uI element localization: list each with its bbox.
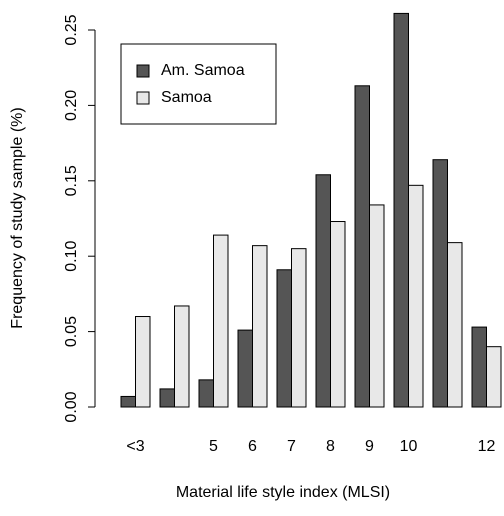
x-tick-label: 10 [400,438,418,455]
bar [120,395,136,408]
legend-swatch [136,91,150,105]
bar [252,245,268,408]
bar [291,248,307,408]
legend-label: Samoa [161,89,212,106]
y-axis-label: Frequency of study sample (%) [9,107,26,328]
bar [213,234,229,408]
bar [471,326,487,408]
bar [159,388,175,408]
x-tick-label: 8 [326,438,335,455]
y-tick-label: 0.15 [63,165,80,196]
x-tick-label: 6 [248,438,257,455]
legend-label: Am. Samoa [161,62,245,79]
bar [393,12,409,408]
y-tick-label: 0.05 [63,316,80,347]
bar [369,204,385,408]
x-tick-label: 7 [287,438,296,455]
bar [432,159,448,408]
bar [198,379,214,408]
bar [276,269,292,408]
legend-box [120,43,277,125]
x-tick-label: 9 [365,438,374,455]
bar [315,174,331,408]
bar [135,316,151,408]
bar [354,85,370,408]
legend-swatch [136,64,150,78]
x-axis-label: Material life style index (MLSI) [176,484,390,501]
bar [447,242,463,408]
y-tick-label: 0.00 [63,391,80,422]
bar [237,329,253,408]
x-tick-label: 12 [478,438,496,455]
bar [486,346,502,408]
y-tick-label: 0.20 [63,90,80,121]
y-tick-label: 0.25 [63,14,80,45]
bar [408,184,424,408]
x-tick-label: <3 [126,438,144,455]
bar [174,305,190,408]
x-tick-label: 5 [209,438,218,455]
y-tick-label: 0.10 [63,241,80,272]
bar [330,221,346,408]
